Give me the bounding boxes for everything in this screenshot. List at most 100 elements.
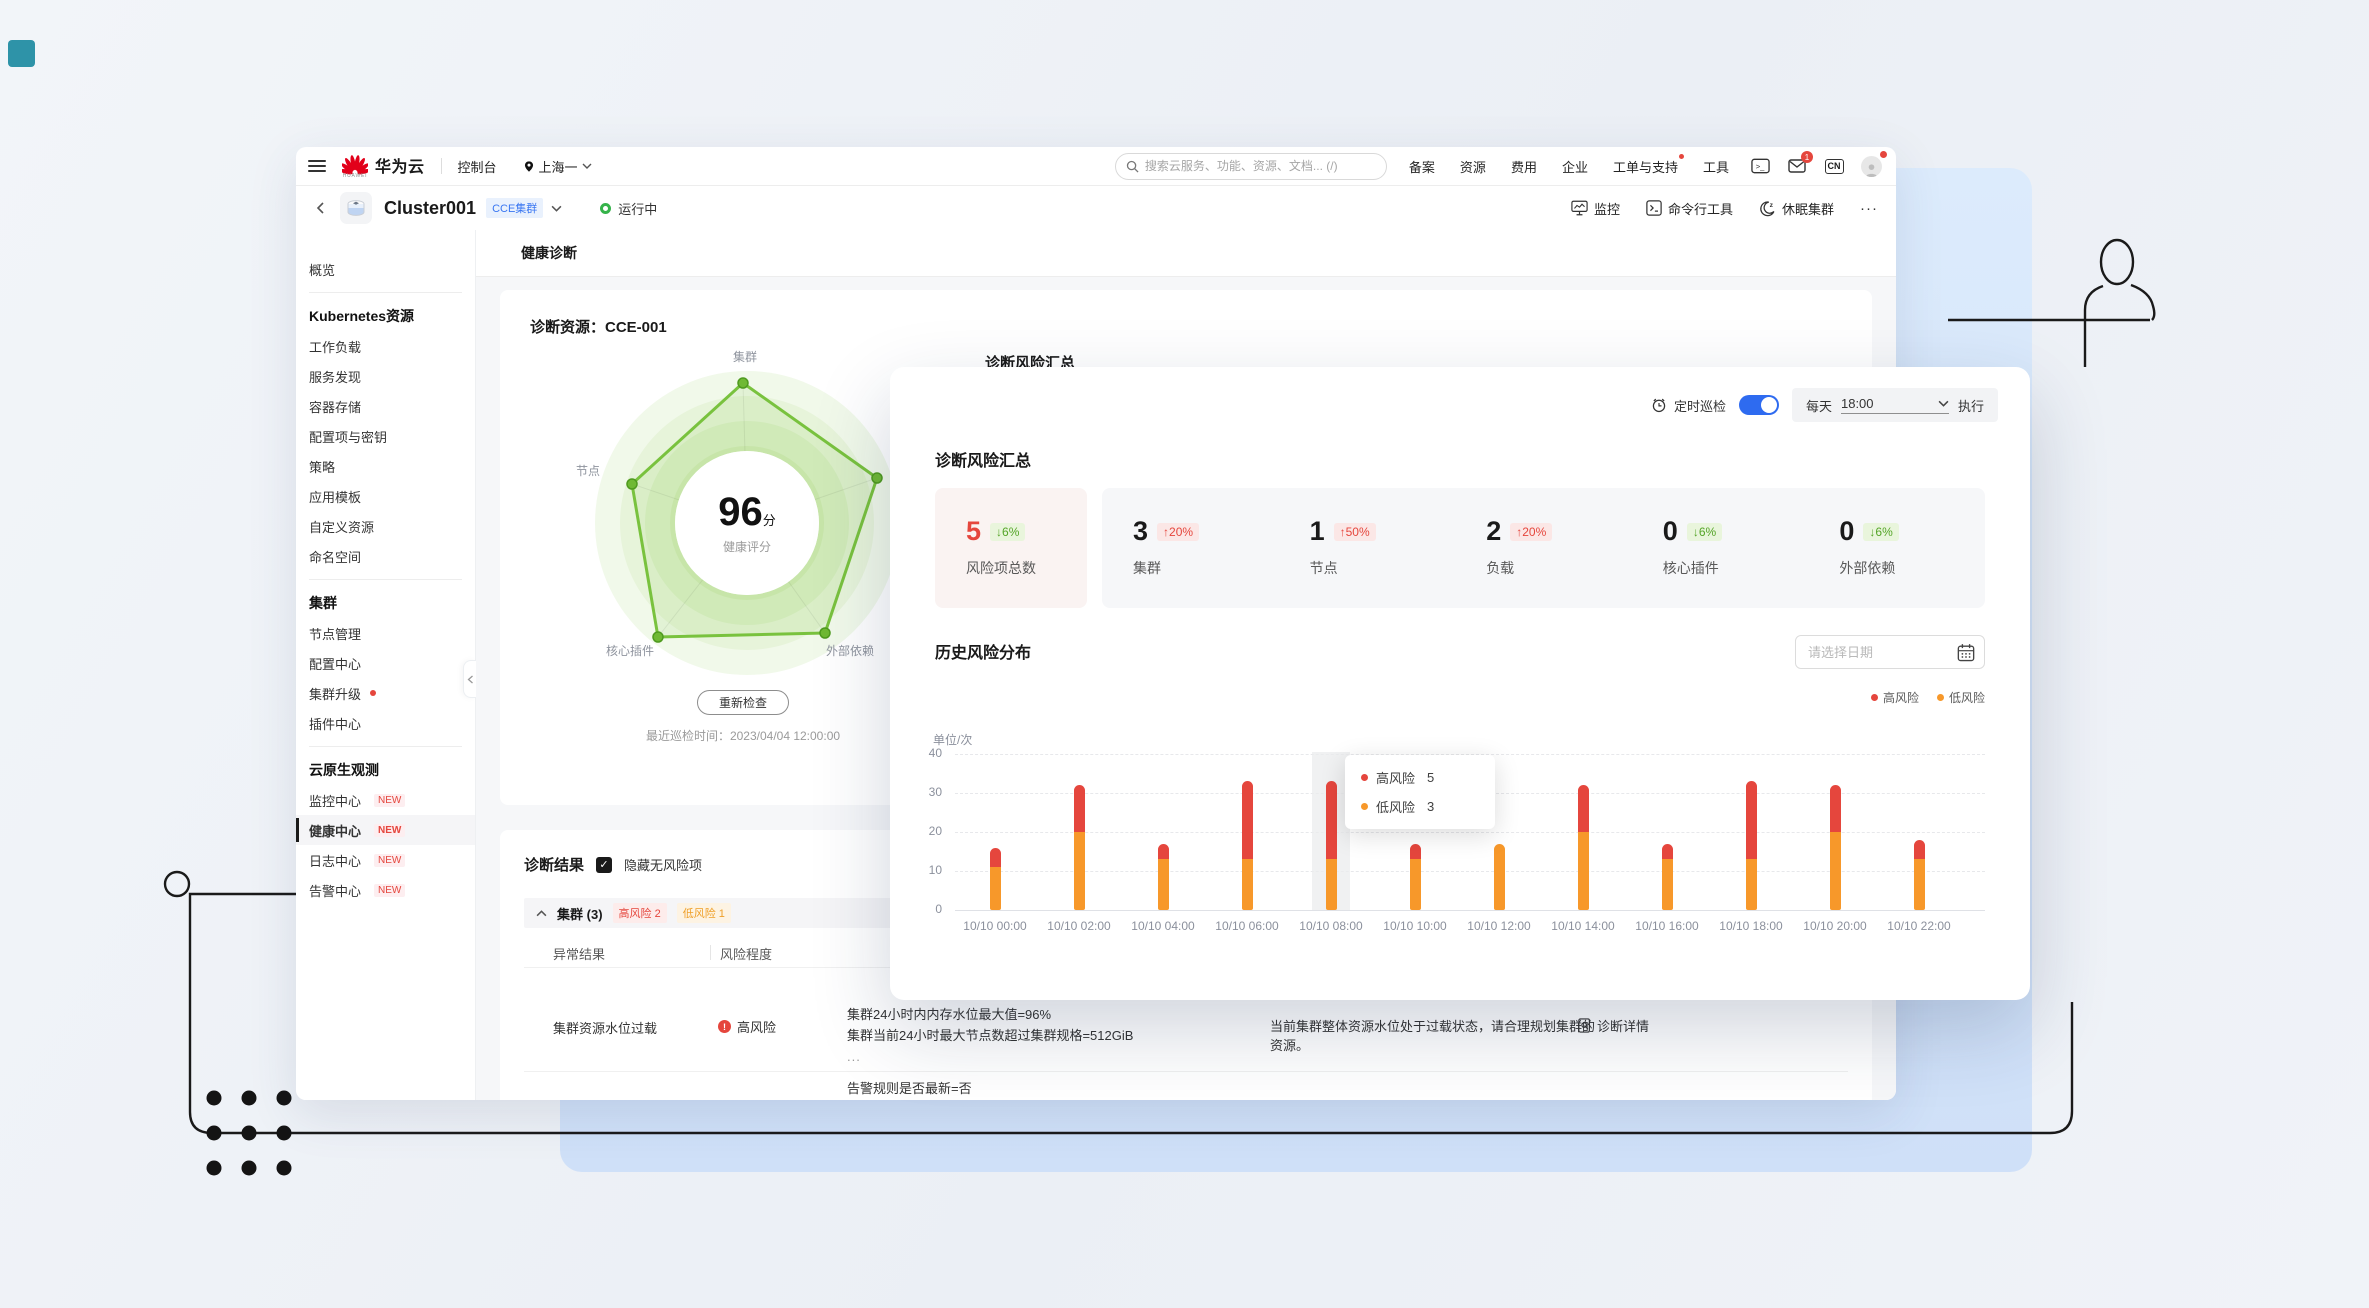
schedule-settings: 每天 18:00 执行 [1791, 388, 1998, 422]
bar-10/10 02:00 [1073, 785, 1085, 910]
sidebar-item-策略[interactable]: 策略 [296, 451, 475, 481]
more-actions-icon[interactable]: ··· [1860, 199, 1878, 217]
sidebar-divider [309, 292, 462, 293]
action-cli[interactable]: 命令行工具 [1646, 199, 1733, 218]
tooltip-row-低风险: 低风险 3 [1361, 797, 1479, 816]
sidebar-item-自定义资源[interactable]: 自定义资源 [296, 511, 475, 541]
huawei-logo-icon: HUAWEI [342, 155, 368, 179]
sidebar-collapse-handle[interactable] [463, 660, 476, 698]
cluster-icon [340, 192, 372, 224]
last-check-time: 最近巡检时间：2023/04/04 12:00:00 [645, 729, 841, 743]
stat-cards: 5 ↓6% 风险项总数 3 ↑20% 集群 1 ↑50% 节点 2 ↑20% 负载 0 ↓6% 核心插件 0… [935, 488, 1985, 608]
bar-low-segment [1409, 859, 1421, 910]
nav-link-2[interactable]: 资源 [1459, 159, 1486, 175]
mail-icon[interactable]: 1 [1786, 151, 1813, 177]
time-select[interactable]: 18:00 [1840, 396, 1949, 414]
stat-delta-up: ↑50% [1333, 522, 1376, 541]
page-title: 健康诊断 [476, 230, 1896, 277]
gridline-40 [955, 754, 1985, 755]
nav-link-4[interactable]: 企业 [1561, 159, 1588, 175]
x-label-10: 10/10 20:00 [1803, 919, 1867, 933]
svg-text:z: z [1770, 202, 1774, 209]
update-dot [370, 690, 377, 696]
stat-top: 5 ↓6% [966, 518, 1087, 545]
x-label-6: 10/10 12:00 [1467, 919, 1531, 933]
score-unit: 分 [762, 512, 776, 528]
execute-button[interactable]: 执行 [1957, 398, 1984, 414]
terminal-icon[interactable]: >_ [1749, 155, 1771, 177]
nav-link-3[interactable]: 费用 [1510, 159, 1537, 175]
y-axis-label: 单位/次 [933, 733, 973, 747]
bar-10/10 08:00 [1325, 781, 1337, 910]
sidebar-item-应用模板[interactable]: 应用模板 [296, 481, 475, 511]
tooltip-dot [1361, 774, 1368, 781]
global-search[interactable] [1114, 152, 1387, 180]
sidebar-item-集群升级[interactable]: 集群升级 [296, 678, 475, 708]
sidebar-item-服务发现[interactable]: 服务发现 [296, 361, 475, 391]
legend-label: 高风险 [1882, 691, 1919, 705]
sidebar-item-命名空间[interactable]: 命名空间 [296, 541, 475, 571]
bar-high-segment [1913, 839, 1925, 860]
date-picker[interactable] [1795, 635, 1985, 669]
user-avatar[interactable] [1860, 151, 1887, 177]
sidebar-item-概览[interactable]: 概览 [296, 254, 475, 284]
date-input[interactable] [1796, 636, 1984, 668]
stat-value: 1 [1309, 516, 1325, 546]
diagnosis-detail-link[interactable]: 诊断详情 [1578, 1016, 1649, 1035]
stat-5: 0 ↓6% 外部依赖 [1808, 488, 1985, 608]
action-sleep[interactable]: z 休眠集群 [1759, 199, 1834, 218]
sidebar-item-插件中心[interactable]: 插件中心 [296, 708, 475, 738]
bar-low-segment [1745, 859, 1757, 910]
recheck-button[interactable]: 重新检查 [697, 690, 789, 715]
bar-low-segment [1661, 859, 1673, 910]
sidebar-item-容器存储[interactable]: 容器存储 [296, 391, 475, 421]
x-label-3: 10/10 06:00 [1215, 919, 1279, 933]
brand-name: 华为云 [375, 159, 425, 176]
language-toggle[interactable]: CN [1823, 155, 1845, 177]
bar-10/10 14:00 [1577, 785, 1589, 910]
stat-label: 集群 [1133, 560, 1161, 576]
hide-risk-free-checkbox[interactable]: ✓ [596, 856, 613, 873]
search-input[interactable] [1144, 159, 1376, 173]
nav-link-1[interactable]: 备案 [1408, 159, 1435, 175]
action-monitor[interactable]: 监控 [1571, 199, 1620, 218]
y-tick-40: 40 [928, 746, 942, 760]
bar-high-segment [1409, 843, 1421, 860]
time-value: 18:00 [1840, 396, 1874, 411]
detail-link-label: 诊断详情 [1597, 1019, 1650, 1034]
sidebar-item-工作负载[interactable]: 工作负载 [296, 331, 475, 361]
back-icon[interactable] [310, 197, 332, 219]
sidebar-item-label: 容器存储 [309, 399, 362, 415]
stat-label: 节点 [1309, 560, 1338, 576]
sidebar-item-label: 服务发现 [309, 369, 362, 385]
tooltip-row-高风险: 高风险 5 [1361, 768, 1479, 787]
sidebar-item-节点管理[interactable]: 节点管理 [296, 618, 475, 648]
schedule-toggle[interactable] [1738, 395, 1779, 415]
brand[interactable]: HUAWEI 华为云 [342, 153, 425, 179]
sidebar-item-健康中心[interactable]: 健康中心 NEW [296, 815, 475, 845]
nav-console-link[interactable]: 控制台 [457, 159, 497, 175]
schedule-label-group: 定时巡检 [1651, 396, 1726, 415]
monitor-icon [1571, 200, 1588, 216]
chart-legend: 高风险 低风险 [1870, 689, 1985, 706]
bar-10/10 16:00 [1661, 843, 1673, 910]
sidebar-item-日志中心[interactable]: 日志中心 NEW [296, 845, 475, 875]
nav-link-6[interactable]: 工具 [1702, 159, 1729, 175]
calendar-icon[interactable] [1957, 643, 1975, 662]
menu-icon[interactable] [308, 159, 326, 173]
tooltip-dot [1361, 803, 1368, 810]
sidebar-item-告警中心[interactable]: 告警中心 NEW [296, 875, 475, 905]
health-score: 96分 健康评分 [675, 451, 819, 595]
bar-low-segment [1829, 831, 1841, 910]
cluster-switch-chevron-icon[interactable] [551, 205, 562, 212]
nav-link-5[interactable]: 工单与支持 [1613, 153, 1684, 176]
sidebar-item-监控中心[interactable]: 监控中心 NEW [296, 785, 475, 815]
sidebar-item-label: 告警中心 [309, 883, 362, 899]
region-selector[interactable]: 上海一 [523, 157, 592, 176]
sidebar-item-配置项与密钥[interactable]: 配置项与密钥 [296, 421, 475, 451]
stat-label: 外部依赖 [1839, 560, 1896, 576]
sidebar-item-label: 自定义资源 [309, 519, 375, 535]
cluster-status: 运行中 [600, 199, 657, 218]
sidebar-item-配置中心[interactable]: 配置中心 [296, 648, 475, 678]
tooltip-label: 高风险 [1376, 771, 1416, 786]
